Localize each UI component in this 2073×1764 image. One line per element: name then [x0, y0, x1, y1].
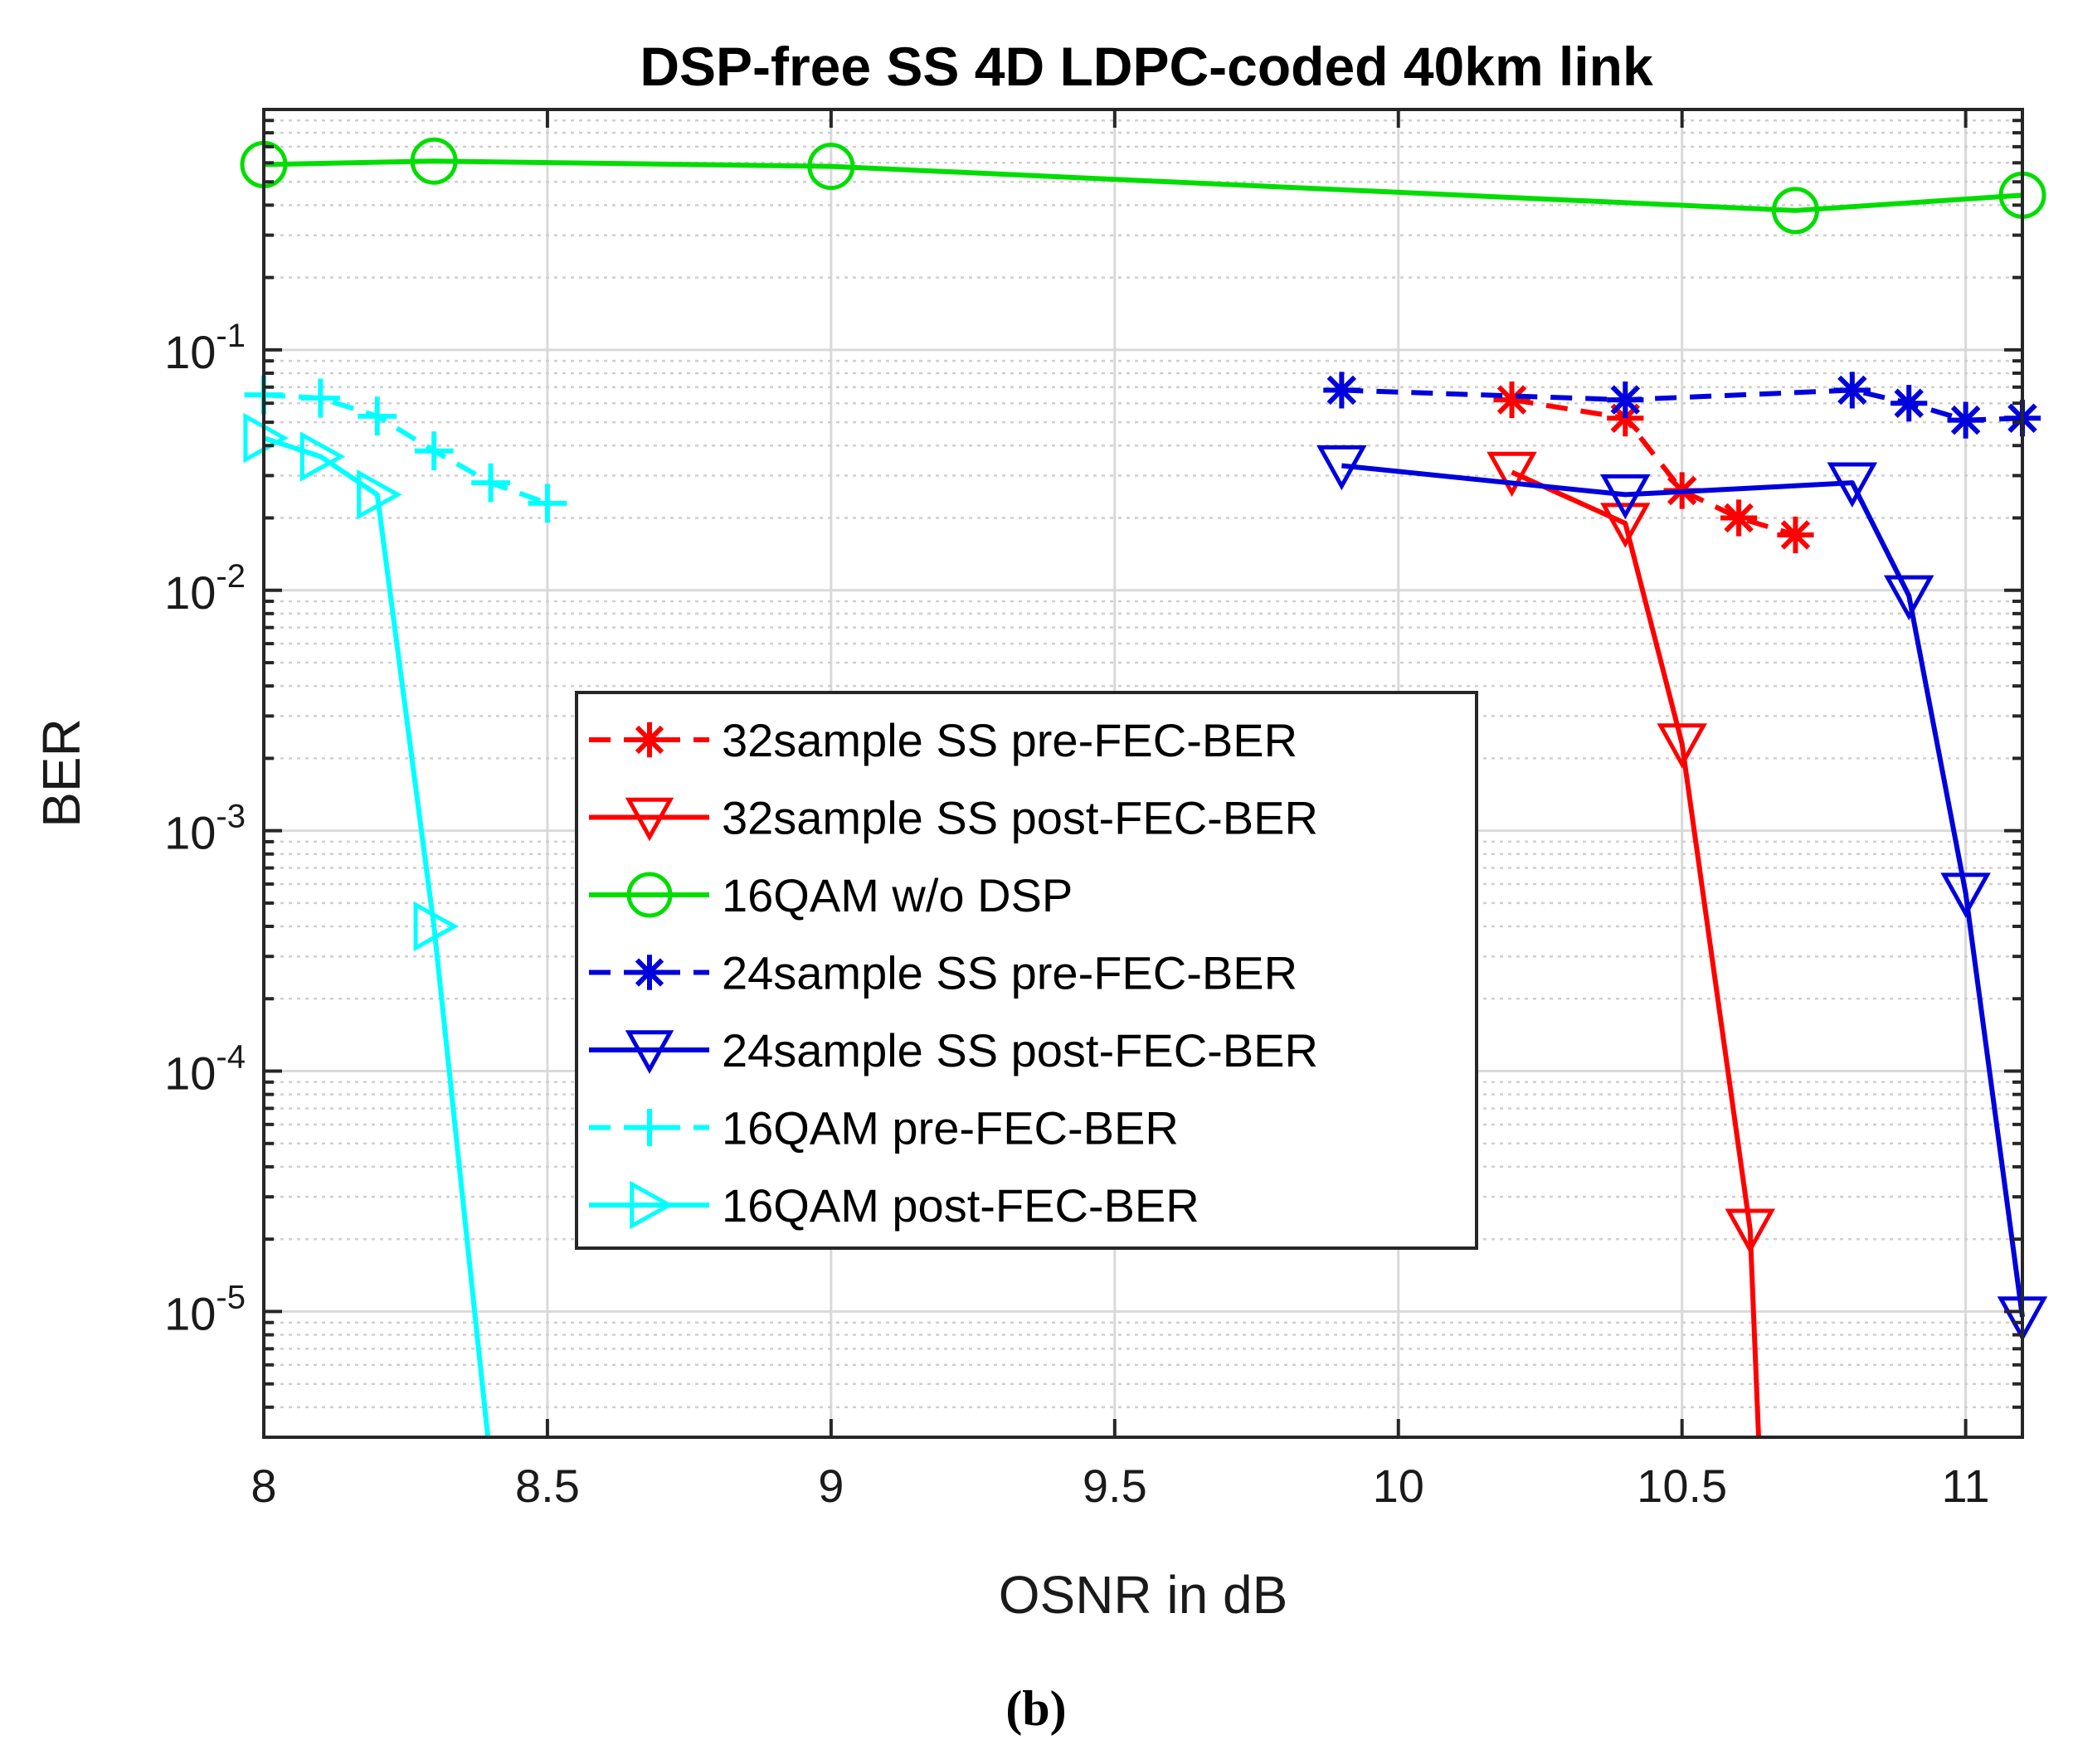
legend-entry: 16QAM w/o DSP: [589, 869, 1073, 921]
legend-entry: 32sample SS pre-FEC-BER: [589, 714, 1297, 766]
data-point-asterisk: [631, 955, 668, 990]
data-point-asterisk: [1493, 381, 1530, 419]
data-point-asterisk: [1720, 499, 1758, 537]
y-tick-exponent: -4: [216, 1039, 246, 1076]
y-tick-base: 10: [164, 566, 216, 619]
series-line: [1511, 397, 1797, 537]
data-point-plus: [358, 396, 397, 436]
figure-caption: (b): [1005, 1681, 1066, 1736]
series-4: [1323, 372, 2041, 439]
data-point-asterisk: [1607, 381, 1644, 419]
y-tick-base: 10: [164, 807, 216, 859]
legend-label: 16QAM w/o DSP: [722, 869, 1073, 921]
data-point-triangle: [357, 469, 402, 520]
series-2: [1487, 451, 1775, 1438]
series-line: [263, 158, 2023, 213]
y-tick-base: 10: [164, 1047, 216, 1100]
x-tick-label: 10.5: [1637, 1460, 1727, 1512]
x-tick-label: 8: [251, 1460, 276, 1512]
data-point-plus: [471, 463, 510, 503]
data-point-plus: [300, 378, 340, 418]
legend-label: 16QAM pre-FEC-BER: [722, 1102, 1179, 1154]
y-tick-base: 10: [164, 1287, 216, 1339]
data-point-circle: [807, 143, 855, 191]
x-tick-label: 9: [818, 1460, 844, 1512]
y-tick-label: 10-2: [164, 558, 246, 619]
data-point-triangle: [625, 1030, 674, 1074]
data-point-asterisk: [1947, 401, 1984, 439]
x-tick-labels: 8 8.5 9 9.5 10 10.5 11: [251, 1460, 1989, 1512]
data-point-triangle: [299, 431, 346, 482]
legend-label: 24sample SS pre-FEC-BER: [722, 947, 1297, 999]
data-point-circle: [626, 872, 673, 918]
x-tick-label: 9.5: [1083, 1460, 1147, 1512]
y-tick-labels: 10-510-410-310-210-1: [164, 318, 246, 1340]
legend-label: 16QAM post-FEC-BER: [722, 1179, 1200, 1232]
data-point-triangle: [1827, 462, 1878, 508]
series-5: [1316, 445, 2048, 1342]
y-tick-exponent: -5: [216, 1279, 246, 1315]
y-tick-exponent: -3: [216, 799, 246, 835]
legend-entry: 24sample SS post-FEC-BER: [589, 1024, 1318, 1076]
data-point-triangle: [625, 797, 674, 842]
legend: 32sample SS pre-FEC-BER 32sample SS post-…: [575, 691, 1478, 1250]
legend-entry: 16QAM pre-FEC-BER: [589, 1102, 1179, 1154]
data-point-circle: [410, 137, 458, 185]
legend-entry: 24sample SS pre-FEC-BER: [589, 947, 1297, 999]
y-tick-exponent: -2: [216, 558, 246, 595]
y-tick-label: 10-4: [164, 1039, 246, 1100]
data-point-triangle: [630, 1180, 674, 1230]
legend-label: 32sample SS post-FEC-BER: [722, 792, 1318, 844]
legend-entry: 16QAM post-FEC-BER: [589, 1179, 1200, 1232]
data-point-asterisk: [631, 722, 668, 758]
tick-marks: [262, 108, 2022, 1439]
series-group: [240, 137, 2048, 1438]
series-line: [1511, 469, 1761, 1438]
data-point-asterisk: [1833, 372, 1871, 409]
y-tick-base: 10: [164, 326, 216, 378]
data-point-circle: [1771, 187, 1819, 235]
y-tick-exponent: -1: [216, 318, 246, 354]
data-point-triangle: [1316, 445, 1367, 491]
chart-title: DSP-free SS 4D LDPC-coded 40km link: [640, 36, 1653, 97]
axes-box: [262, 108, 2024, 1439]
data-point-triangle: [1883, 575, 1934, 621]
x-tick-label: 10: [1373, 1460, 1424, 1512]
x-tick-label: 11: [1942, 1460, 1990, 1512]
data-point-plus: [528, 484, 567, 523]
data-point-triangle: [1657, 723, 1707, 769]
data-point-asterisk: [1323, 372, 1360, 409]
data-point-plus: [414, 431, 454, 471]
series-6: [244, 375, 567, 523]
x-tick-label: 8.5: [515, 1460, 580, 1512]
x-axis-label: OSNR in dB: [999, 1565, 1288, 1625]
data-point-triangle: [1940, 872, 1991, 918]
y-tick-label: 10-1: [164, 318, 246, 378]
data-point-triangle: [1600, 503, 1651, 548]
legend-entries: 32sample SS pre-FEC-BER 32sample SS post-…: [589, 714, 1318, 1232]
series-line: [1341, 463, 2025, 1318]
data-point-triangle: [413, 901, 460, 952]
y-tick-label: 10-5: [164, 1279, 246, 1339]
data-point-plus: [630, 1109, 669, 1146]
legend-label: 24sample SS post-FEC-BER: [722, 1024, 1318, 1076]
data-point-triangle: [1487, 451, 1537, 498]
data-point-asterisk: [1777, 516, 1814, 554]
data-point-triangle: [1725, 1208, 1775, 1255]
legend-entry: 32sample SS post-FEC-BER: [589, 792, 1318, 844]
legend-box: [575, 691, 1478, 1250]
y-axis-label: BER: [32, 718, 91, 828]
data-point-triangle: [1600, 474, 1651, 520]
y-tick-label: 10-3: [164, 799, 246, 859]
data-point-asterisk: [1891, 385, 1928, 422]
legend-label: 32sample SS pre-FEC-BER: [722, 714, 1297, 766]
